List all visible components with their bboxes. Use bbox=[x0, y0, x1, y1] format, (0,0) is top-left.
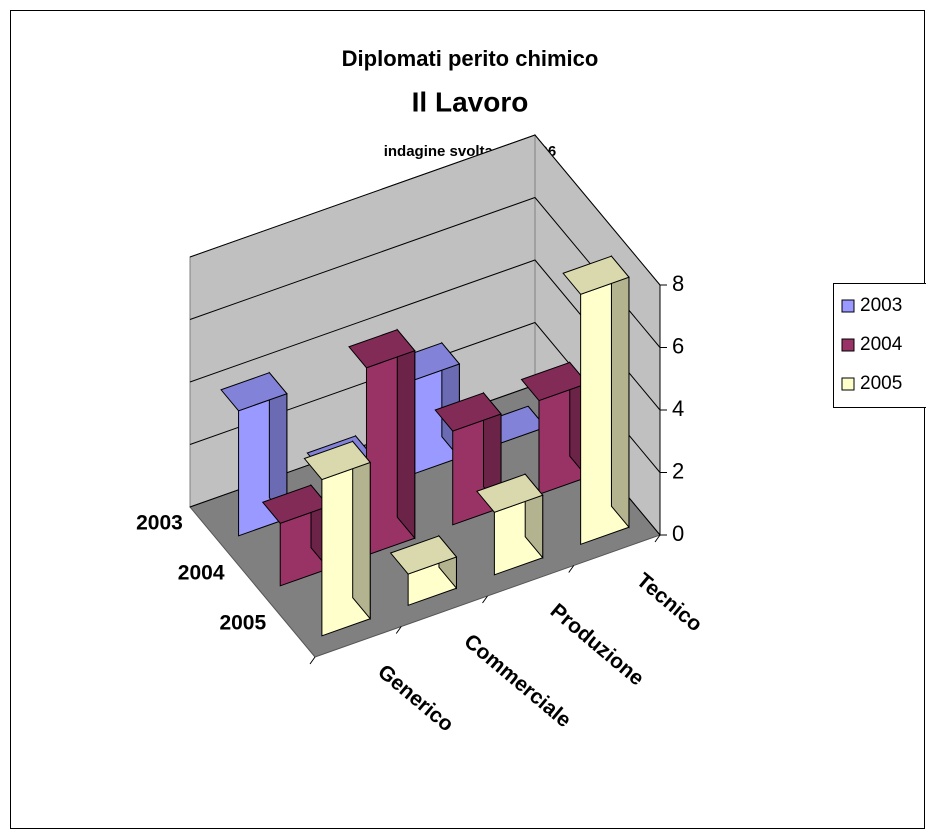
bar-side bbox=[610, 254, 630, 529]
bar-top bbox=[562, 255, 630, 295]
bar bbox=[392, 341, 461, 476]
bar-top bbox=[434, 392, 502, 432]
x-tick bbox=[654, 534, 661, 543]
depth-label: 2003 bbox=[136, 512, 183, 535]
y-tick-label: 6 bbox=[672, 333, 684, 358]
legend-swatch bbox=[841, 338, 855, 352]
bar bbox=[476, 472, 544, 576]
bar-top bbox=[303, 440, 372, 481]
bar bbox=[348, 328, 416, 556]
bar-side bbox=[396, 328, 416, 540]
legend-label: 2003 bbox=[860, 295, 902, 316]
bar-top bbox=[389, 535, 458, 575]
grid-line bbox=[189, 134, 661, 286]
depth-label: 2005 bbox=[219, 612, 266, 635]
chart-title: Diplomati perito chimico bbox=[342, 46, 599, 71]
bar bbox=[389, 534, 458, 606]
bar-top bbox=[520, 361, 589, 402]
x-tick bbox=[568, 565, 575, 573]
legend-swatch bbox=[841, 299, 855, 313]
bar-top bbox=[348, 329, 416, 369]
bar-top bbox=[220, 372, 288, 412]
x-tick bbox=[482, 595, 488, 604]
depth-label: 2004 bbox=[178, 562, 225, 585]
y-tick-label: 4 bbox=[672, 396, 684, 421]
y-tick-label: 0 bbox=[672, 521, 684, 546]
y-tick-label: 8 bbox=[672, 271, 684, 296]
bar bbox=[303, 440, 372, 637]
bar-top bbox=[261, 484, 330, 524]
legend-swatch bbox=[841, 377, 855, 391]
x-tick bbox=[395, 626, 402, 634]
bar bbox=[562, 254, 630, 545]
y-tick-label: 2 bbox=[672, 458, 684, 483]
legend-label: 2004 bbox=[860, 334, 903, 355]
chart-subtitle: Il Lavoro bbox=[412, 86, 529, 117]
legend-label: 2005 bbox=[860, 373, 902, 394]
x-tick bbox=[309, 656, 316, 665]
bar-top bbox=[476, 473, 544, 513]
